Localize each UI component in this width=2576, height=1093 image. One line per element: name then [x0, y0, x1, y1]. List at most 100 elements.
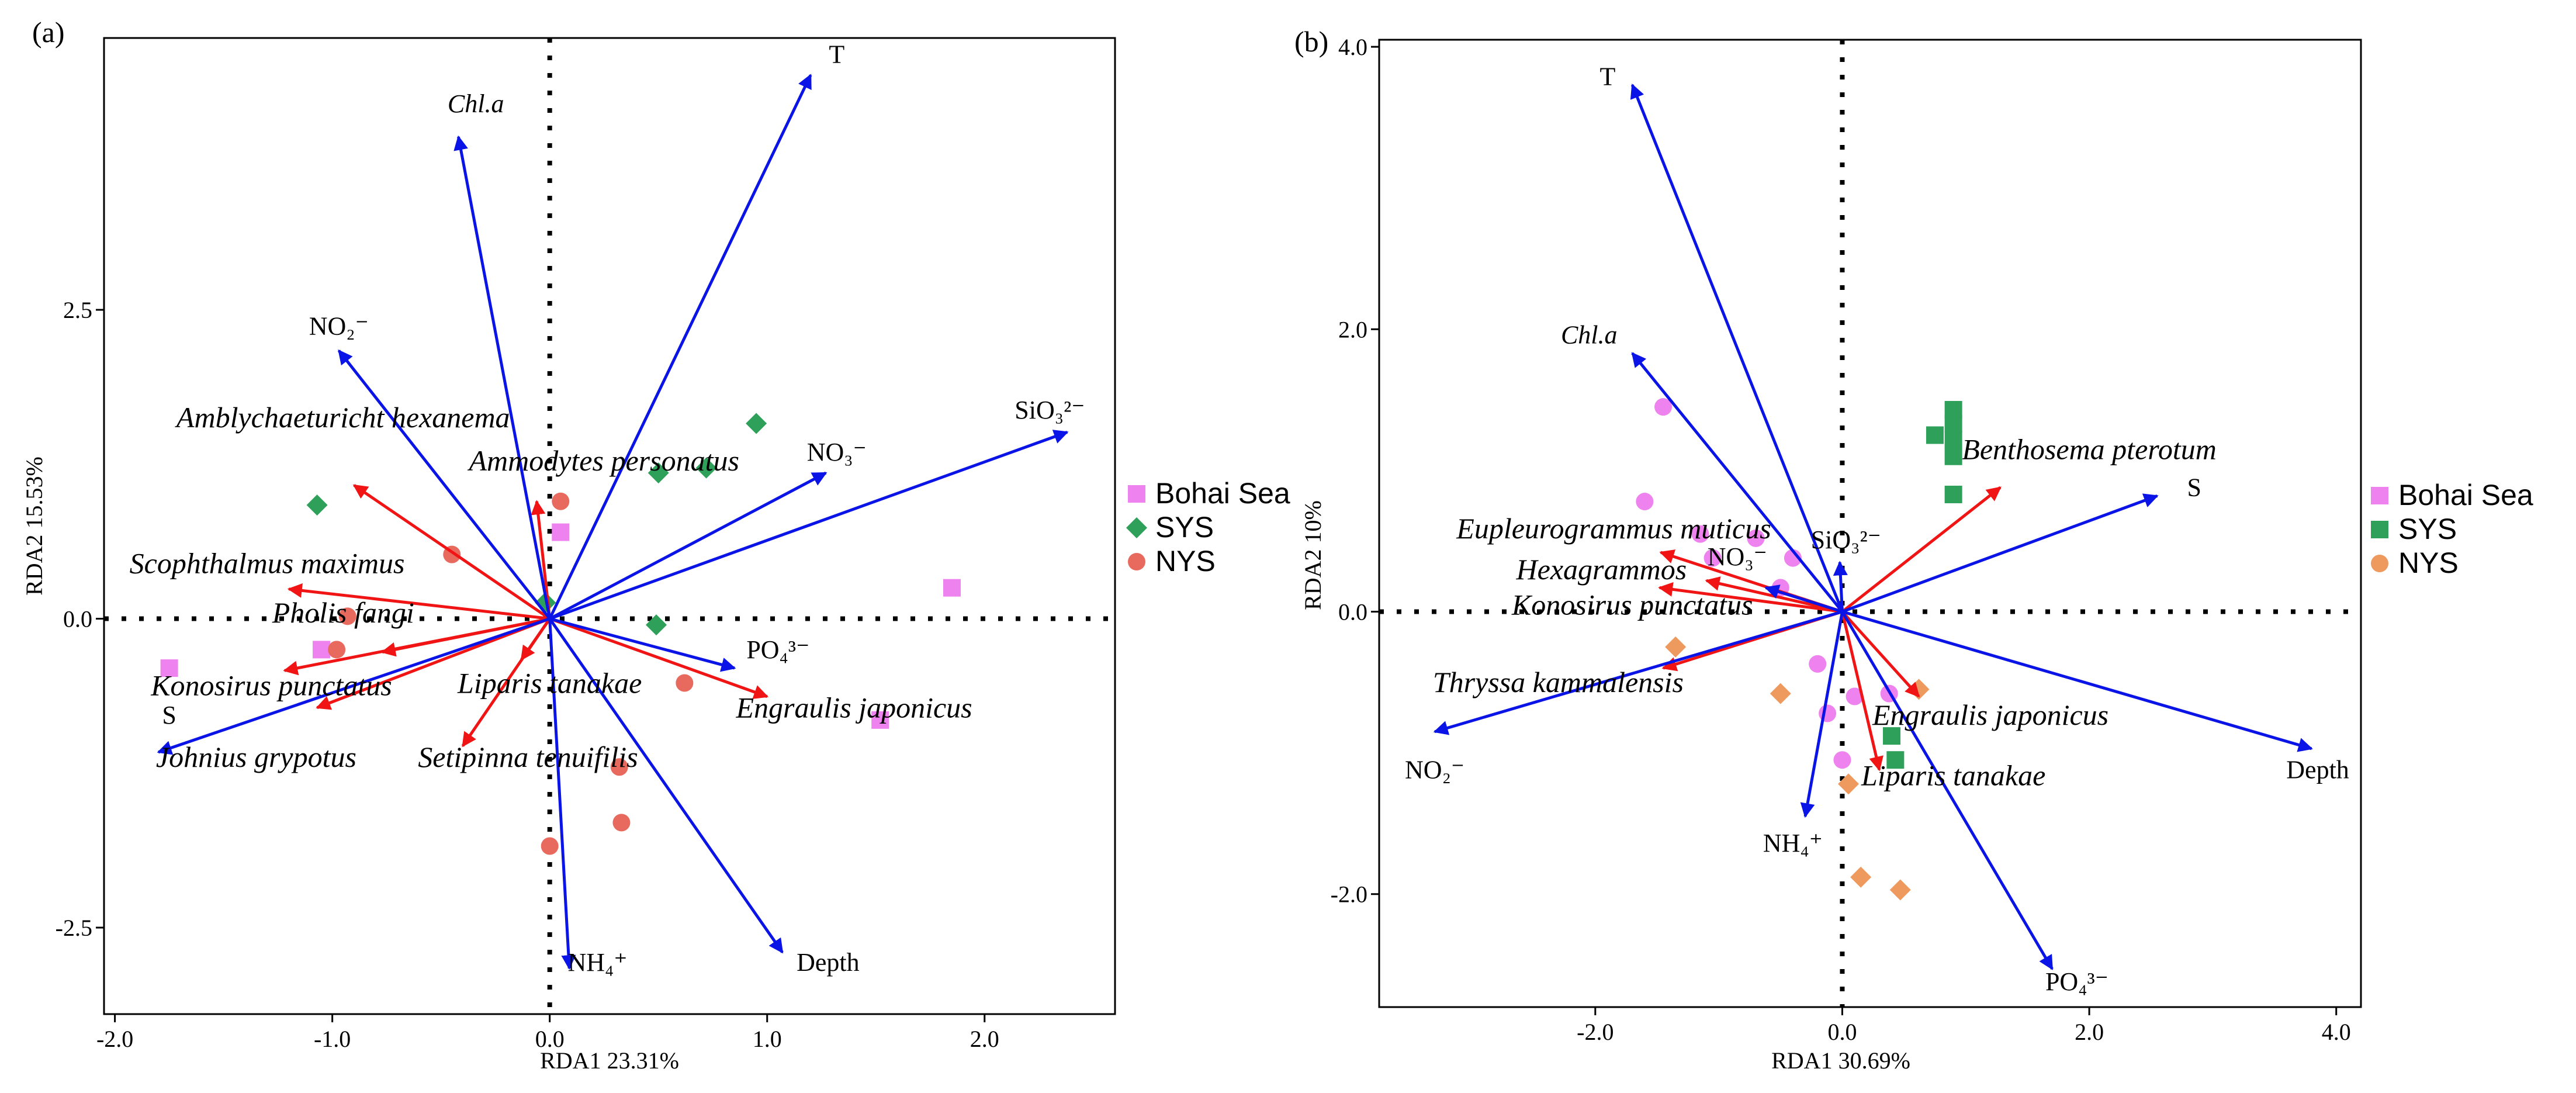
panel-a-env-label-no2: NO₂⁻	[309, 312, 369, 340]
panel-b-x-tick-label: 4.0	[2322, 1019, 2351, 1045]
panel-b-site-sys	[1944, 430, 1962, 448]
panel-a-y-tick-label: -2.5	[56, 915, 92, 941]
panel-b-y-tick-label: -2.0	[1331, 881, 1367, 908]
panel-b-species-label-eupleurogrammus-muticus: Eupleurogrammus muticus	[1456, 512, 1771, 545]
panel-a-x-tick-label: -2.0	[96, 1026, 133, 1052]
panel-a-frame	[103, 37, 1116, 1015]
panel-b-site-nys	[1838, 773, 1860, 795]
panel-a-env-arrow-nh4	[548, 618, 576, 970]
panel-b-env-arrow-no3	[1764, 584, 1843, 613]
panel-b-legend-key-sys	[2371, 521, 2388, 538]
panel-b-site-nys	[1665, 636, 1687, 658]
panel-a-legend-key-bohai-sea	[1128, 485, 1145, 503]
panel-a-env-arrow-chl-a	[453, 135, 552, 620]
panel-a-site-bohai-sea	[552, 523, 570, 541]
panel-b-site-sys	[1926, 426, 1944, 444]
panel-b-env-label-sio3: SiO₃²⁻	[1811, 525, 1881, 554]
panel-a-site-nys	[610, 758, 628, 776]
panel-a-legend-key-nys	[1128, 553, 1145, 570]
panel-a-site-sys	[645, 614, 667, 636]
panel-a-site-sys	[695, 457, 717, 479]
panel-b-site-bohai-sea	[1833, 751, 1851, 769]
panel-b-species-arrow-benthosema-pterotum	[1841, 486, 2002, 613]
panel-a: (a) -2.0 -1.0 0.0 1.0 2.0 -2.5 0.0 2.5 Amblychae…	[21, 16, 1290, 1074]
panel-a-site-sys	[306, 494, 328, 516]
panel-b-site-sys	[1944, 447, 1962, 465]
panel-a-site-sys	[648, 462, 669, 484]
panel-b-tag: (b)	[1294, 25, 1328, 58]
panel-a-env-label-depth: Depth	[797, 948, 860, 977]
panel-b-species-label-hexagrammos: Hexagrammos	[1516, 553, 1687, 586]
panel-b-x-axis-title: RDA1 30.69%	[1771, 1047, 1910, 1074]
panel-b-site-bohai-sea	[1636, 493, 1654, 511]
panel-a-species-label-konosirus-punctatus: Konosirus punctatus	[150, 669, 392, 702]
panel-a-tag: (a)	[32, 16, 65, 49]
panel-b-site-sys	[1882, 727, 1900, 745]
panel-a-site-nys	[328, 641, 346, 659]
panel-a-y-axis-title: RDA2 15.53%	[21, 456, 47, 596]
panel-a-species-label-ammodytes-personatus: Ammodytes personatus	[467, 444, 739, 477]
panel-a-x-tick-label: -1.0	[314, 1026, 351, 1052]
panel-b-site-nys	[1889, 879, 1911, 901]
panel-a-y-tick-label: 2.5	[63, 297, 92, 323]
panel-a-species-arrow-ammodytes-personatus	[531, 500, 552, 619]
panel-b: (b) -2.0 0.0 2.0 4.0 -2.0 0.0 2.0 4.0 Benthosema…	[1294, 25, 2533, 1074]
panel-b-env-arrow-depth	[1841, 610, 2313, 752]
panel-b-env-label-nh4: NH₄⁺	[1763, 829, 1823, 857]
panel-b-species-arrow-engraulis-japonicus	[1841, 610, 1920, 698]
panel-b-plot-area: -2.0 0.0 2.0 4.0 -2.0 0.0 2.0 4.0 Benthosema pte…	[1331, 34, 2361, 1045]
panel-a-env-label-chl-a: Chl.a	[448, 89, 504, 118]
panel-b-legend-label-bohai-sea: Bohai Sea	[2398, 479, 2533, 511]
panel-a-env-label-sio3: SiO₃²⁻	[1015, 396, 1085, 424]
panel-a-x-tick-label: 1.0	[753, 1026, 782, 1052]
panel-b-legend-label-sys: SYS	[2398, 513, 2457, 545]
panel-b-site-sys	[1886, 751, 1905, 769]
panel-a-species-label-engraulis-japonicus: Engraulis japonicus	[735, 691, 972, 724]
panel-b-site-bohai-sea	[1809, 655, 1827, 673]
panel-b-env-arrow-nh4	[1800, 611, 1844, 818]
panel-a-site-bohai-sea	[871, 711, 889, 729]
panel-a-env-label-nh4: NH₄⁺	[567, 948, 627, 977]
panel-b-env-label-po4: PO₄³⁻	[2045, 967, 2108, 996]
panel-b-species-label-konosirus-punctatus: Konosirus punctatus	[1511, 588, 1753, 621]
panel-b-env-arrow-s	[1841, 493, 2159, 613]
panel-b-site-bohai-sea	[1654, 398, 1673, 416]
panel-b-site-bohai-sea	[1691, 525, 1709, 543]
panel-b-y-tick-label: 4.0	[1338, 34, 1367, 60]
panel-a-env-arrow-t	[548, 74, 812, 620]
panel-b-env-label-s: S	[2187, 473, 2201, 501]
panel-a-x-axis-title: RDA1 23.31%	[540, 1047, 679, 1074]
panel-a-plot-area: -2.0 -1.0 0.0 1.0 2.0 -2.5 0.0 2.5 Amblychaeturi…	[56, 38, 1115, 1052]
panel-b-species-label-thryssa-kammalensis: Thryssa kammalensis	[1433, 666, 1684, 698]
panel-a-env-arrow-depth	[548, 618, 784, 954]
panel-b-env-arrow-t	[1630, 83, 1844, 613]
panel-b-site-nys	[1850, 866, 1872, 888]
panel-a-env-arrow-sio3	[549, 430, 1069, 620]
panel-a-site-sys	[746, 413, 767, 434]
panel-b-legend-key-bohai-sea	[2371, 487, 2388, 504]
panel-a-species-label-pholis-fangi: Pholis fangi	[272, 596, 414, 629]
panel-a-env-arrow-po4	[549, 617, 736, 672]
panel-a-species-label-liparis-tanakae: Liparis tanakae	[457, 666, 642, 699]
panel-b-species-arrow-konosirus-punctatus	[1658, 582, 1843, 613]
panel-a-x-tick-label: 0.0	[535, 1026, 565, 1052]
panel-b-site-nys	[1770, 683, 1791, 704]
panel-b-species-label-benthosema-pterotum: Benthosema pterotum	[1962, 433, 2217, 466]
panel-a-species-label-scophthalmus-maximus: Scophthalmus maximus	[130, 546, 405, 579]
panel-b-env-arrow-sio3	[1833, 561, 1848, 612]
panel-b-x-tick-label: 2.0	[2075, 1019, 2104, 1045]
panel-b-env-label-chl-a: Chl.a	[1561, 320, 1618, 349]
panel-a-site-nys	[338, 607, 356, 625]
panel-a-site-nys	[552, 492, 570, 510]
panel-b-site-bohai-sea	[1784, 549, 1802, 567]
panel-a-species-label-amblychaeturicht-hexanema: Amblychaeturicht hexanema	[175, 401, 510, 434]
panel-a-env-label-s: S	[162, 701, 176, 729]
panel-b-env-arrow-no2	[1433, 610, 1843, 735]
panel-b-env-label-t: T	[1599, 62, 1615, 91]
panel-a-env-arrow-no3	[549, 471, 827, 620]
panel-a-env-label-po4: PO₄³⁻	[746, 635, 809, 664]
panel-a-species-label-johnius-grypotus: Johnius grypotus	[156, 741, 356, 773]
